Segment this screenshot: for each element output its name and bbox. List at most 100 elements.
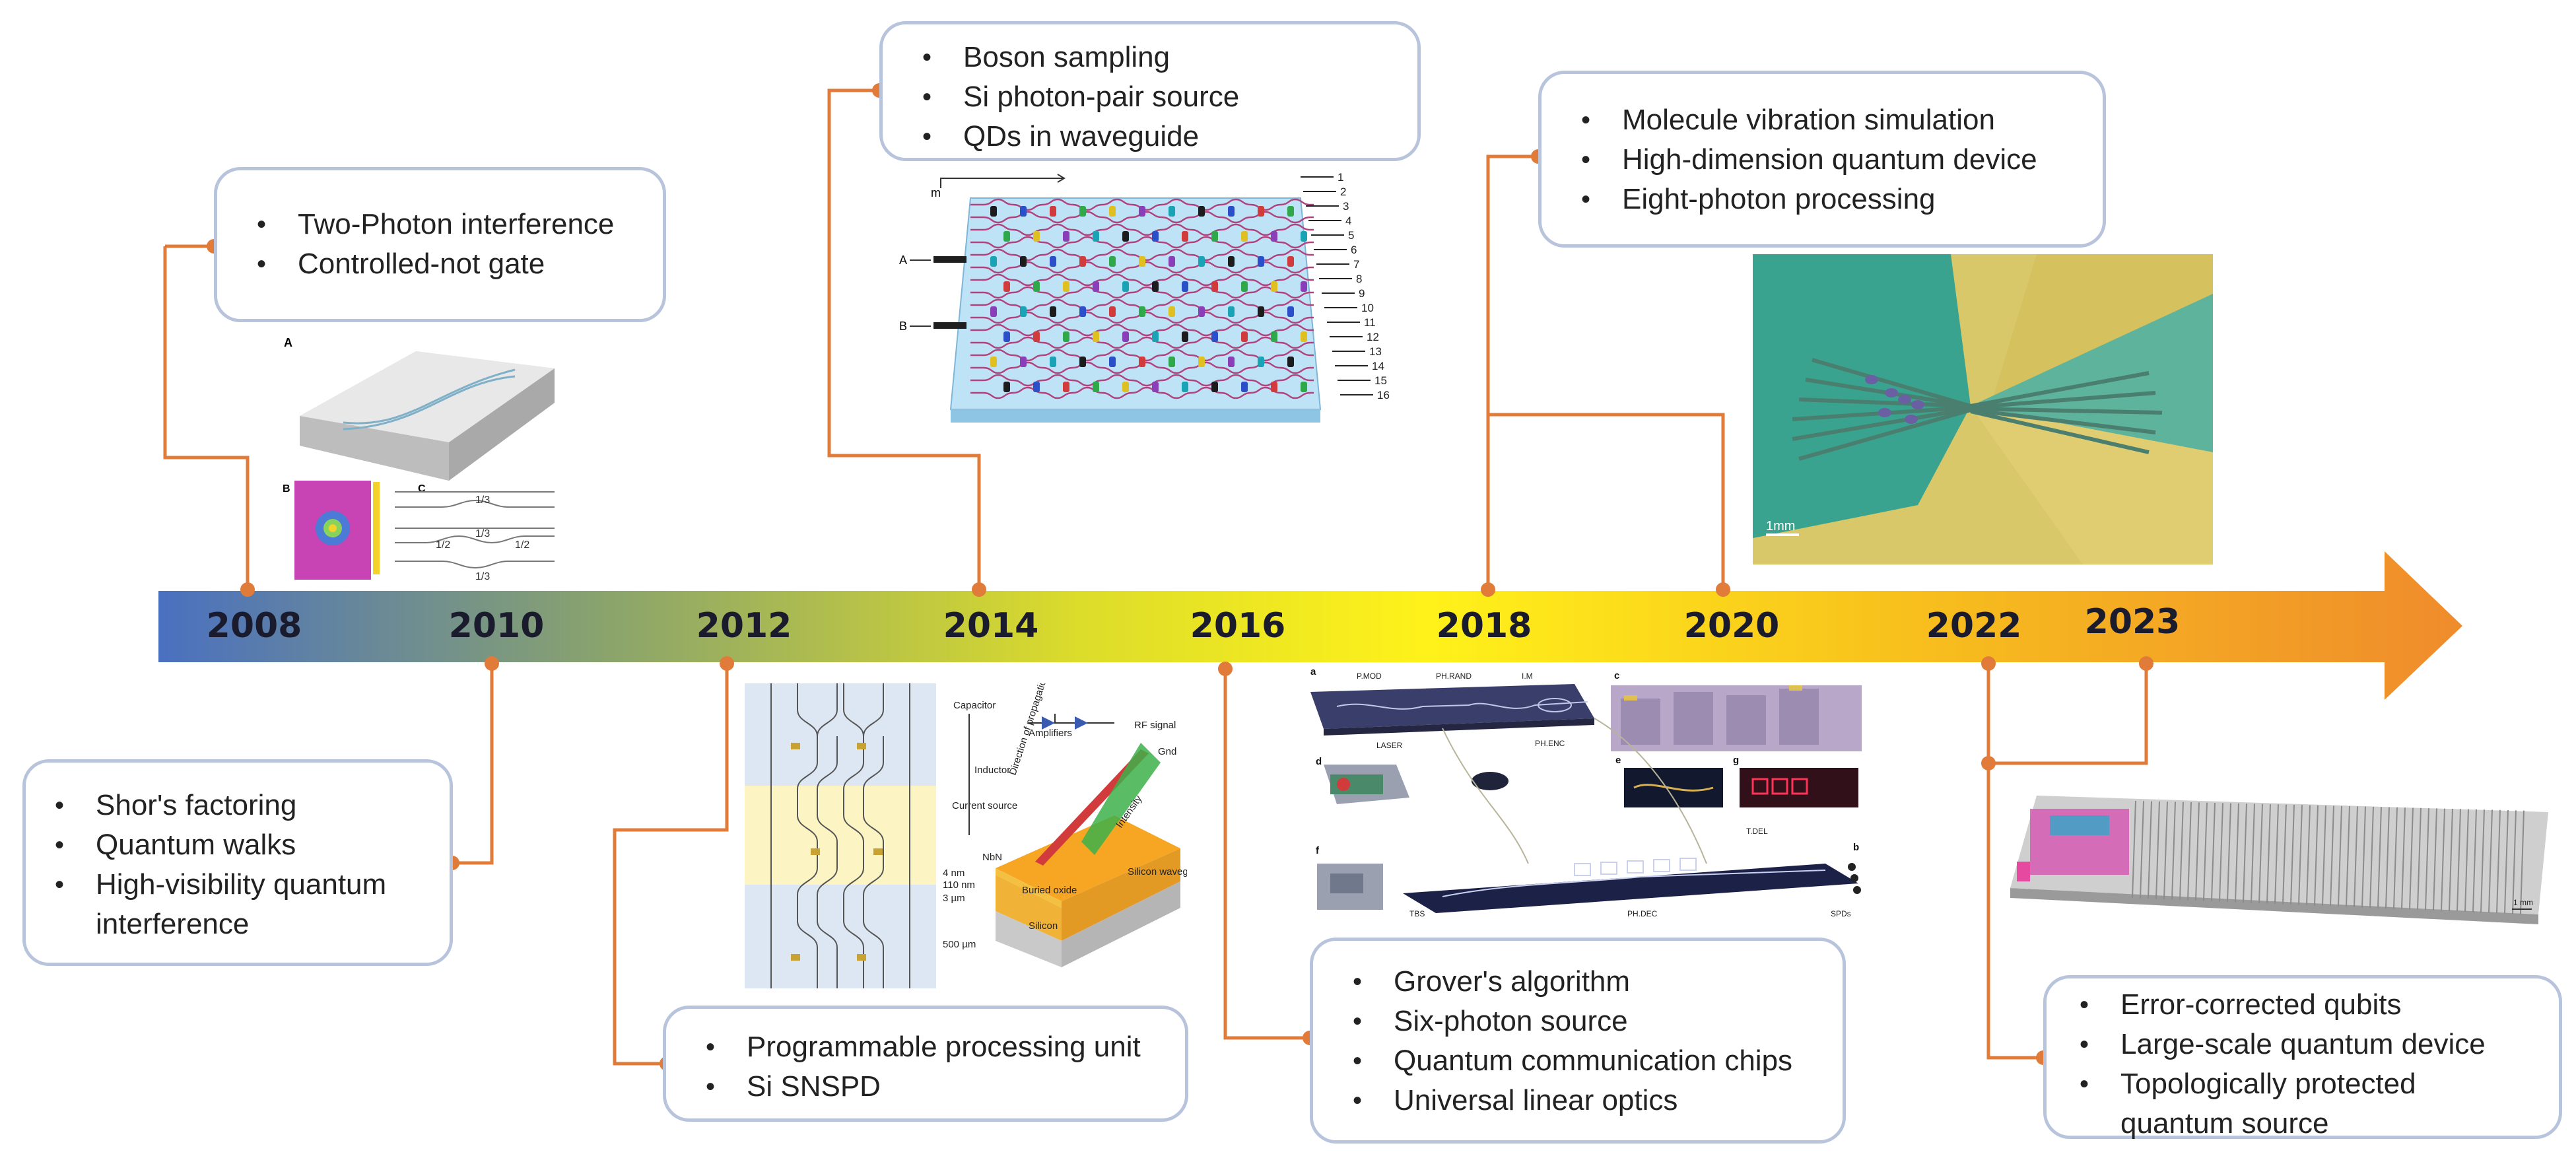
- chip-waveguide-line: [2457, 809, 2461, 912]
- fig2008-panel-a: A: [284, 336, 292, 349]
- chip-waveguide-line: [2401, 807, 2406, 910]
- waveguide-path: [970, 298, 1314, 312]
- milestone-item: Universal linear optics: [1353, 1081, 1816, 1120]
- dot-2016: [1218, 662, 1233, 676]
- chip-waveguide-line: [2433, 808, 2437, 911]
- figure-2012-processor: [745, 683, 936, 988]
- fig2016-panel-label: e: [1615, 755, 1621, 766]
- phase-shifter: [1050, 306, 1056, 317]
- phase-shifter: [1093, 281, 1099, 292]
- fig2012-capacitor: Capacitor: [953, 700, 996, 711]
- chip-waveguide-line: [2306, 805, 2311, 906]
- phase-shifter: [1122, 231, 1129, 242]
- phase-shifter: [1258, 256, 1264, 267]
- chip-waveguide-line: [2377, 807, 2382, 908]
- waveguide-path: [970, 261, 1314, 274]
- fig2012-nbn: NbN: [982, 852, 1002, 863]
- milestone-item: Molecule vibration simulation: [1581, 100, 2076, 140]
- phase-shifter: [1033, 231, 1040, 242]
- chip-waveguide-line: [2163, 802, 2168, 900]
- phase-shifter: [1109, 206, 1116, 217]
- phase-shifter: [1079, 256, 1086, 267]
- phase-shifter: [1079, 357, 1086, 367]
- fig2012-inductor: Inductor: [974, 765, 1010, 776]
- fig2012-rf-signal: RF signal: [1134, 720, 1176, 731]
- milestone-box-2016: Grover's algorithm Six-photon source Qua…: [1310, 938, 1846, 1144]
- output-mode-label: 11: [1364, 316, 1376, 329]
- chip-waveguide-line: [2346, 806, 2350, 907]
- milestone-item: Two-Photon interference: [257, 205, 636, 244]
- phase-shifter: [1109, 306, 1116, 317]
- output-mode-label: 16: [1377, 389, 1390, 401]
- chip-waveguide-line: [2203, 802, 2208, 901]
- output-mode-label: 7: [1353, 258, 1359, 271]
- connector-2012: [613, 664, 729, 1066]
- fig2014-input-a: A: [899, 254, 907, 267]
- chip-waveguide-line: [2179, 802, 2184, 901]
- chip-waveguide-line: [2258, 804, 2263, 904]
- phase-shifter: [1139, 256, 1145, 267]
- chip-waveguide-line: [2504, 810, 2509, 914]
- chip-waveguide-line: [2219, 803, 2223, 902]
- figure-2022-chip: 1 mm: [2010, 789, 2548, 931]
- fig2008-split-label: 1/3: [475, 495, 490, 506]
- chip-waveguide-line: [2274, 804, 2279, 905]
- dot-2008: [240, 582, 255, 597]
- chip-waveguide-line: [2314, 805, 2319, 906]
- year-2008: 2008: [206, 606, 302, 646]
- phase-shifter: [1093, 231, 1099, 242]
- chip-waveguide-line: [2155, 801, 2160, 899]
- fig2016-label: LASER: [1376, 741, 1403, 750]
- chip-waveguide-line: [2393, 807, 2398, 909]
- output-mode-label: 2: [1340, 186, 1346, 198]
- phase-shifter: [1152, 331, 1159, 342]
- fig2008-split-label: 1/3: [475, 571, 490, 582]
- phase-shifter: [1050, 206, 1056, 217]
- fig2018-scale: 1mm: [1766, 519, 1795, 533]
- year-2010: 2010: [448, 606, 545, 646]
- output-mode-label: 13: [1369, 345, 1382, 358]
- fig2016-label: I.M: [1522, 671, 1533, 681]
- dot-2014: [972, 582, 986, 597]
- phase-shifter: [1093, 331, 1099, 342]
- dot-2022-mid: [1981, 756, 1996, 770]
- phase-shifter: [1003, 331, 1010, 342]
- chip-waveguide-line: [2298, 805, 2303, 905]
- connectors: [163, 88, 2148, 1066]
- phase-shifter: [1169, 306, 1175, 317]
- waveguide-path: [970, 211, 1314, 224]
- waveguide-path: [970, 311, 1314, 324]
- milestone-item: Quantum walks: [55, 825, 423, 865]
- fig2016-panel-label: a: [1310, 666, 1316, 677]
- milestone-item: Programmable processing unit: [706, 1027, 1159, 1067]
- phase-shifter: [1063, 382, 1069, 392]
- chip-waveguide-line: [2132, 800, 2136, 899]
- phase-shifter: [1211, 331, 1218, 342]
- phase-shifter: [1020, 256, 1027, 267]
- chip-waveguide-line: [2148, 801, 2152, 899]
- dot-2012: [720, 656, 734, 671]
- output-mode-label: 12: [1367, 331, 1379, 343]
- fig2012-gnd: Gnd: [1158, 746, 1176, 757]
- phase-shifter: [1241, 331, 1248, 342]
- phase-shifter: [1287, 206, 1294, 217]
- connector-2022: [1986, 664, 2148, 1060]
- milestone-item: Boson sampling: [922, 38, 1391, 77]
- phase-shifter: [1301, 281, 1307, 292]
- connector-2014: [827, 88, 981, 590]
- phase-shifter: [1182, 382, 1188, 392]
- milestone-box-2022: Error-corrected qubits Large-scale quant…: [2043, 975, 2562, 1140]
- phase-shifter: [1241, 231, 1248, 242]
- fig2008-split-label: 1/2: [515, 539, 529, 551]
- milestone-item: Controlled-not gate: [257, 244, 636, 284]
- chip-waveguide-line: [2211, 802, 2216, 902]
- phase-shifter: [1079, 206, 1086, 217]
- milestone-box-2012: Programmable processing unit Si SNSPD: [663, 1006, 1188, 1122]
- phase-shifter: [1122, 382, 1129, 392]
- milestone-box-2014: Boson sampling Si photon-pair source QDs…: [879, 21, 1421, 161]
- phase-shifter: [1182, 281, 1188, 292]
- fig2014-input-b: B: [899, 320, 907, 333]
- phase-shifter: [1198, 306, 1205, 317]
- phase-shifter: [990, 206, 997, 217]
- connector-2016: [1223, 669, 1310, 1040]
